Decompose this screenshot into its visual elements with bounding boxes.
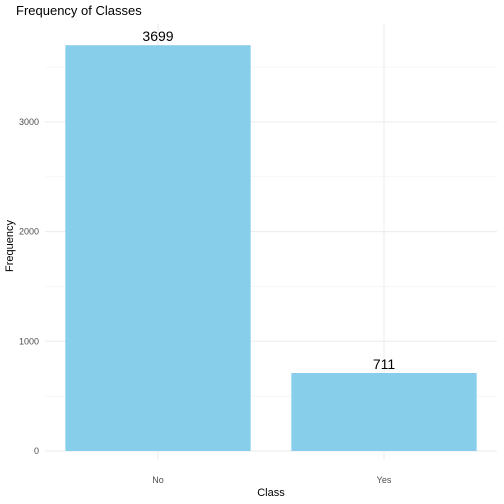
bar-yes [291,373,477,451]
bars [65,45,477,452]
y-axis-ticks: 0 1000 2000 3000 [19,117,39,456]
data-label-no: 3699 [142,28,173,44]
y-tick-label: 1000 [19,336,39,346]
x-axis-title: Class [257,487,285,499]
bar-no [65,45,251,452]
y-axis-title: Frequency [4,220,16,272]
y-tick-label: 3000 [19,117,39,127]
data-labels: 3699 711 [142,28,395,372]
x-tick-label: Yes [377,475,392,485]
y-tick-label: 0 [34,446,39,456]
x-tick-label: No [152,475,164,485]
y-tick-label: 2000 [19,227,39,237]
chart-title: Frequency of Classes [16,3,142,18]
data-label-yes: 711 [373,356,396,372]
x-axis-ticks: No Yes [152,475,392,485]
